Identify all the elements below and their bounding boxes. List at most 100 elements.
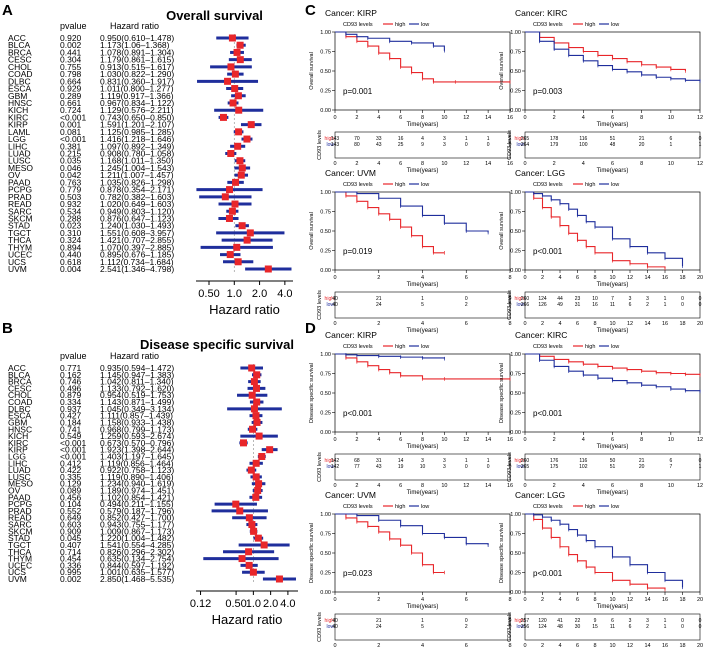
hr-marker	[264, 265, 272, 273]
risk-table-title: CD93 levels	[507, 612, 513, 642]
cancer-label: COAD	[8, 69, 33, 79]
risk-count: 2	[465, 624, 468, 630]
hazard-ratio-value: 0.950(0.610–1.478)	[100, 33, 174, 43]
hr-marker	[255, 480, 263, 488]
pvalue-value: 0.336	[60, 560, 82, 570]
cancer-label: STAD	[8, 221, 30, 231]
hazard-ratio-value: 0.673(0.570–0.796)	[100, 438, 174, 448]
panel-label-a: A	[2, 2, 13, 19]
p-value-label: p<0.001	[533, 247, 563, 256]
x-axis-label: Hazard ratio	[209, 302, 280, 317]
x-tick-label: 18	[679, 597, 685, 603]
risk-count: 0	[487, 142, 490, 148]
p-value-label: p=0.001	[343, 87, 373, 96]
pvalue-value: 0.324	[60, 235, 82, 245]
y-tick-label: 0.25	[320, 571, 331, 577]
hr-marker	[229, 99, 237, 107]
panel-label-d: D	[305, 320, 316, 337]
risk-count: 126	[538, 302, 547, 308]
y-tick-label: 0.75	[510, 532, 521, 538]
hr-marker	[252, 473, 260, 481]
risk-count: 3	[421, 458, 424, 464]
hr-marker	[232, 178, 240, 186]
risk-count: 178	[550, 136, 559, 142]
risk-count: 256	[521, 624, 530, 630]
hr-marker	[237, 171, 245, 179]
hr-marker	[236, 56, 244, 64]
x-tick-label: 2	[377, 597, 380, 603]
hazard-ratio-value: 1.541(0.554–4.285)	[100, 540, 174, 550]
x-tick-label: 4	[421, 597, 424, 603]
risk-count: 0	[509, 618, 512, 624]
risk-count: 7	[669, 464, 672, 470]
hr-marker	[243, 236, 251, 244]
risk-group-label: low	[516, 302, 524, 308]
x-tick-label: 4.0	[277, 288, 292, 300]
x-axis-label: Time(years)	[597, 604, 629, 610]
pvalue-value: 0.603	[60, 520, 82, 530]
pvalue-value: 0.771	[60, 363, 82, 373]
pvalue-value: 0.129	[60, 479, 82, 489]
legend-high-label: high	[395, 344, 405, 350]
risk-count: 0	[681, 296, 684, 302]
y-tick-label: 0.00	[320, 430, 331, 436]
risk-count: 31	[575, 302, 581, 308]
x-tick-label: 8	[593, 597, 596, 603]
risk-count: 0	[465, 296, 468, 302]
cancer-label: SKCM	[8, 526, 33, 536]
risk-count: 1	[664, 624, 667, 630]
legend-title: CD93 levels	[533, 344, 563, 350]
risk-count: 100	[579, 142, 588, 148]
hr-marker	[235, 106, 243, 114]
risk-x-tick-label: 4	[421, 321, 424, 327]
cancer-label: KICH	[8, 431, 28, 441]
risk-x-tick-label: 0	[523, 321, 526, 327]
pvalue-value: 0.661	[60, 98, 82, 108]
hr-marker	[224, 77, 232, 85]
pvalue-value: 0.763	[60, 177, 82, 187]
risk-count: 1	[699, 464, 702, 470]
y-tick-label: 0.00	[510, 268, 521, 274]
legend-title: CD93 levels	[343, 22, 373, 28]
pvalue-value: 0.288	[60, 213, 82, 223]
risk-count: 80	[354, 142, 360, 148]
hazard-ratio-value: 1.591(1.201–2.107)	[100, 120, 174, 130]
risk-x-tick-label: 0	[523, 483, 526, 489]
x-tick-label: 4	[558, 275, 561, 281]
x-tick-label: 8	[640, 437, 643, 443]
risk-group-label: low	[516, 624, 524, 630]
risk-group-label: high	[325, 458, 335, 464]
pvalue-value: 0.920	[60, 33, 82, 43]
x-axis-label: Time(years)	[407, 604, 439, 610]
risk-count: 0	[509, 296, 512, 302]
risk-count: 70	[354, 136, 360, 142]
hazard-ratio-value: 1.421(0.707–2.855)	[100, 235, 174, 245]
risk-count: 22	[575, 618, 581, 624]
hazard-ratio-value: 1.129(0.576–2.211)	[100, 105, 174, 115]
hr-marker	[254, 487, 262, 495]
hazard-ratio-value: 1.009(0.867–1.173)	[100, 526, 174, 536]
hazard-ratio-value: 1.551(0.608–3.957)	[100, 228, 174, 238]
risk-x-tick-label: 14	[644, 321, 650, 327]
pvalue-value: 0.440	[60, 250, 82, 260]
hr-marker	[246, 229, 254, 237]
survival-curve-high	[525, 513, 666, 590]
cancer-label: READ	[8, 513, 32, 523]
x-axis-label: Hazard ratio	[212, 612, 283, 627]
hazard-ratio-column-header: Hazard ratio	[110, 21, 159, 31]
hazard-ratio-value: 1.097(0.892–1.349)	[100, 141, 174, 151]
x-tick-label: 16	[507, 437, 513, 443]
risk-count: 0	[681, 618, 684, 624]
risk-table-frame	[334, 131, 511, 159]
risk-x-tick-label: 2	[553, 483, 556, 489]
risk-count: 0	[509, 142, 512, 148]
plot-frame	[334, 353, 511, 433]
risk-count: 0	[699, 136, 702, 142]
y-tick-label: 0.75	[320, 532, 331, 538]
risk-count: 5	[421, 624, 424, 630]
panel-label-b: B	[2, 320, 13, 337]
hazard-ratio-value: 0.943(0.755–1.177)	[100, 520, 174, 530]
hazard-ratio-value: 1.030(0.822–1.290)	[100, 69, 174, 79]
pvalue-value: <0.001	[60, 451, 87, 461]
risk-count: 124	[538, 296, 547, 302]
